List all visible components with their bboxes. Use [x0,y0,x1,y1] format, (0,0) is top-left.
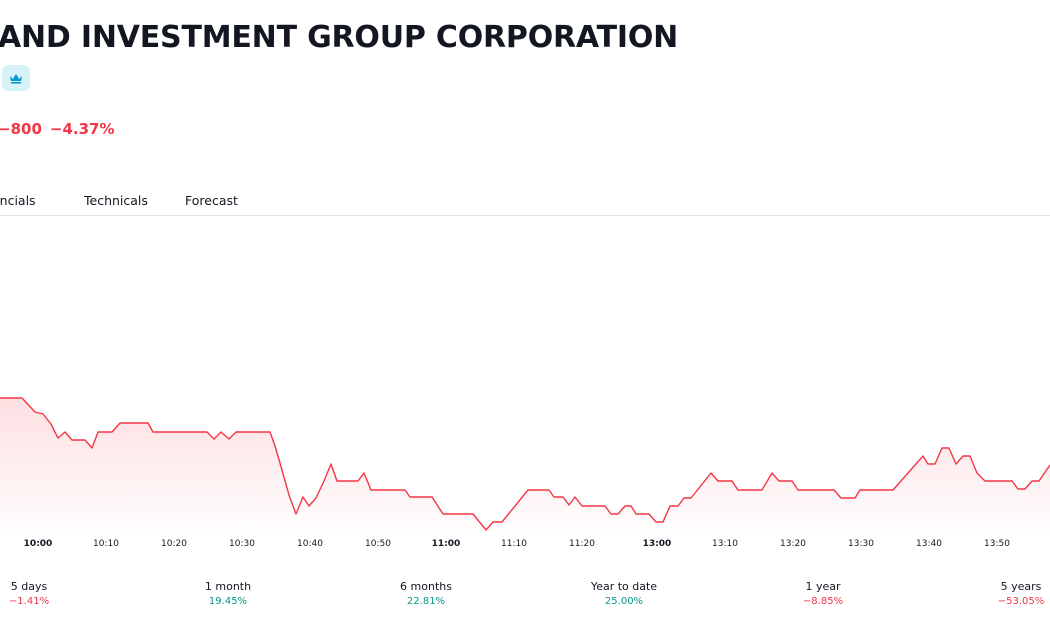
period-value: −8.85% [802,596,844,607]
period-value: 19.45% [208,596,248,607]
price-change: −800 −4.37% [0,120,115,138]
period-5-years[interactable]: 5 years −53.05% [998,580,1045,607]
period-1-year[interactable]: 1 year −8.85% [803,580,843,607]
premium-badge[interactable] [2,65,30,91]
percent-change-value: −4.37% [49,120,115,138]
price-change-value: −800 [0,120,42,138]
time-tick-label: 10:30 [229,539,255,549]
price-area-fill [0,398,1050,530]
period-label: 1 year [805,580,841,593]
period-6-months[interactable]: 6 months 22.81% [400,580,452,607]
time-tick-label: 11:20 [569,539,595,549]
period-label: 5 days [10,580,48,593]
time-tick-label: 13:30 [848,539,874,549]
intraday-price-chart[interactable]: 10:00 10:10 10:20 10:30 10:40 10:50 11:00 11:10… [0,215,1050,560]
period-label: 5 years [1000,580,1042,593]
period-1-month[interactable]: 1 month 19.45% [205,580,251,607]
period-value: −1.41% [8,596,50,607]
time-tick-label: 10:00 [24,539,53,549]
period-year-to-date[interactable]: Year to date 25.00% [591,580,657,607]
time-tick-label: 13:00 [643,539,672,549]
time-tick-label: 13:20 [780,539,806,549]
period-value: 25.00% [604,596,644,607]
price-line [0,397,1050,531]
period-value: 22.81% [406,596,446,607]
period-label: Year to date [590,580,658,593]
time-tick-label: 11:00 [432,539,461,549]
time-tick-label: 10:40 [297,539,323,549]
tab-bar: ancials Technicals Forecast [0,186,1050,216]
performance-periods: 5 days −1.41% 1 month 19.45% 6 months 22… [0,580,1050,620]
tab-technicals[interactable]: Technicals [84,193,148,208]
time-tick-label: 10:50 [365,539,391,549]
time-tick-label: 13:50 [984,539,1010,549]
page-title: AND INVESTMENT GROUP CORPORATION [0,20,679,55]
crown-icon [10,73,22,84]
time-axis: 10:00 10:10 10:20 10:30 10:40 10:50 11:00 11:10… [24,539,1011,549]
time-tick-label: 10:10 [93,539,119,549]
period-5-days[interactable]: 5 days −1.41% [9,580,49,607]
time-tick-label: 10:20 [161,539,187,549]
time-tick-label: 13:40 [916,539,942,549]
tab-forecast[interactable]: Forecast [185,193,238,208]
tab-financials[interactable]: ancials [0,193,36,208]
period-label: 1 month [204,580,252,593]
period-value: −53.05% [997,596,1045,607]
time-tick-label: 13:10 [712,539,738,549]
period-label: 6 months [400,580,452,593]
time-tick-label: 11:10 [501,539,527,549]
